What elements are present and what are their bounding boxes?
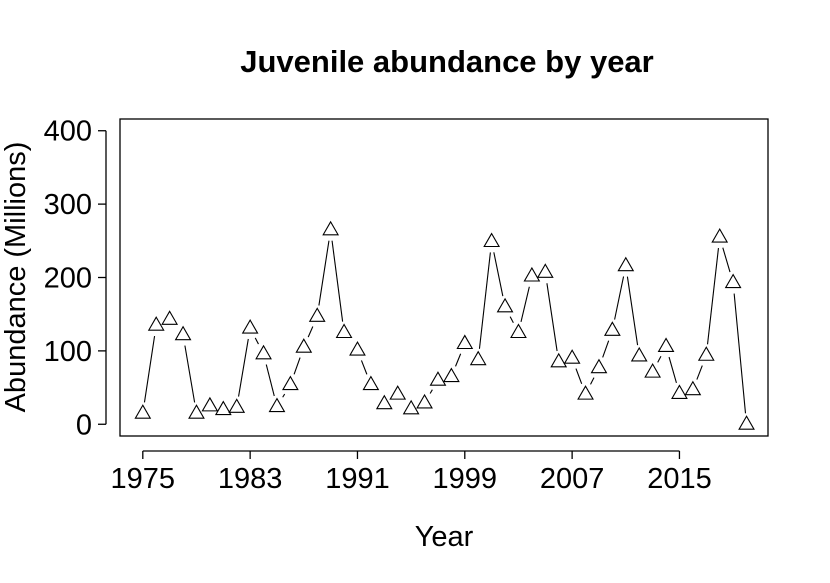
data-point: [228, 398, 246, 413]
series-segment: [696, 365, 703, 380]
series-segment: [265, 364, 275, 397]
data-point: [456, 334, 474, 350]
series-segment: [602, 340, 610, 358]
series-segment: [282, 393, 286, 398]
data-point: [577, 385, 594, 400]
data-point: [188, 404, 205, 419]
data-point: [684, 380, 702, 396]
data-point: [255, 344, 272, 360]
data-point: [161, 310, 179, 325]
data-point: [550, 352, 568, 368]
data-point: [617, 256, 635, 272]
series-segment: [307, 326, 314, 338]
data-point: [308, 307, 326, 322]
data-point: [697, 346, 715, 361]
series-segment: [657, 355, 662, 363]
data-point: [241, 319, 259, 334]
series-segment: [722, 247, 731, 273]
series-segment: [493, 252, 504, 297]
data-point: [711, 228, 729, 243]
chart-title: Juvenile abundance by year: [240, 44, 654, 79]
data-point: [322, 220, 340, 236]
data-point: [590, 358, 608, 374]
data-point: [174, 325, 192, 341]
y-axis-label: Abundance (Millions): [0, 142, 32, 413]
data-point: [510, 323, 527, 339]
series-segment: [575, 368, 583, 385]
series-segment: [733, 293, 747, 414]
data-point: [496, 297, 514, 313]
data-point: [147, 316, 165, 331]
series-segment: [331, 240, 344, 322]
series-segment: [238, 338, 249, 397]
series-segment: [254, 337, 259, 345]
y-tick-label: 100: [44, 336, 92, 368]
x-tick-label: 2015: [647, 463, 712, 495]
data-point: [630, 346, 648, 362]
axes: 1975 1983 1991 1999 2007 2015 0 100 200 300 400: [44, 116, 712, 495]
series-segment: [509, 316, 514, 324]
series-segment: [668, 356, 677, 384]
data-point: [295, 338, 313, 353]
y-tick-label: 200: [44, 263, 92, 295]
data-point: [416, 393, 433, 409]
data-point: [268, 397, 286, 413]
data-point: [429, 371, 447, 386]
plot-frame: [119, 118, 769, 437]
data-point: [603, 321, 621, 336]
data-point: [724, 273, 742, 289]
series-segment: [293, 357, 301, 375]
data-point: [362, 375, 380, 391]
x-tick-label: 2007: [540, 463, 605, 495]
data-point: [523, 266, 541, 282]
y-tick-label: 400: [44, 116, 92, 148]
data-point: [483, 232, 501, 248]
data-point: [134, 404, 152, 419]
series-segment: [318, 240, 330, 306]
data-point: [201, 396, 219, 412]
data-point: [349, 341, 366, 356]
data-point: [671, 384, 688, 399]
data-point: [281, 375, 299, 391]
x-axis-label: Year: [415, 521, 474, 553]
series-segment: [706, 248, 720, 345]
y-tick-label: 300: [44, 189, 92, 221]
data-point: [469, 350, 487, 366]
series-segment: [184, 345, 196, 403]
data-point: [389, 385, 407, 400]
data-point: [657, 337, 675, 352]
data-point: [644, 363, 662, 378]
plot-area: [134, 220, 755, 430]
y-tick-label: 0: [76, 409, 92, 441]
data-point: [442, 367, 460, 383]
x-tick-label: 1975: [111, 463, 176, 495]
data-point: [563, 349, 581, 364]
series-segment: [360, 360, 368, 375]
data-point: [402, 399, 420, 415]
series-segment: [478, 252, 491, 349]
x-tick-label: 1999: [433, 463, 498, 495]
series-segment: [546, 283, 558, 352]
series-segment: [614, 276, 625, 320]
data-point: [214, 400, 232, 416]
series-segment: [590, 377, 595, 385]
series-segment: [455, 353, 462, 367]
x-tick-label: 1991: [325, 463, 390, 495]
series-segment: [520, 286, 530, 322]
series-segment: [429, 389, 433, 394]
x-tick-label: 1983: [218, 463, 283, 495]
data-point: [375, 394, 393, 410]
data-point: [536, 263, 554, 278]
data-point: [335, 323, 353, 339]
data-point: [738, 415, 755, 430]
series-segment: [626, 276, 639, 346]
series-segment: [143, 335, 156, 403]
